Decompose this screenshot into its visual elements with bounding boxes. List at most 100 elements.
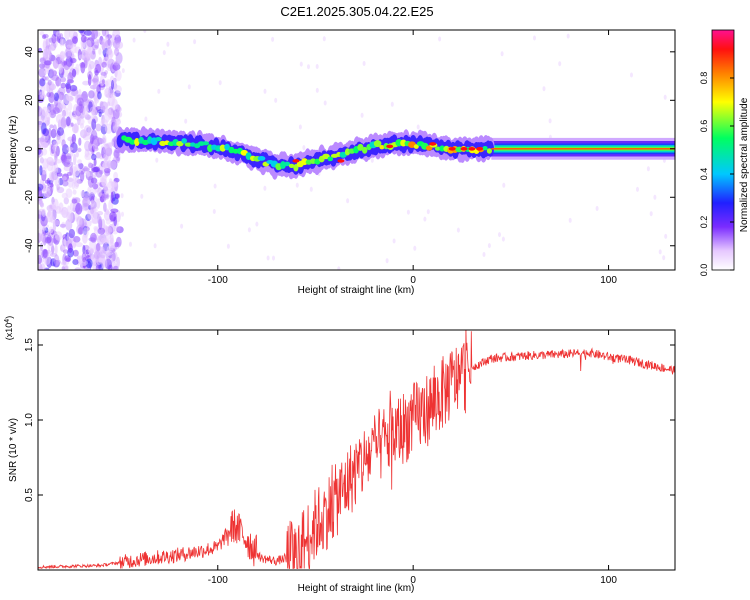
spectrogram-y-ticks: -40 -20 0 20 40 [24, 46, 675, 253]
heat-cell [101, 134, 107, 146]
heat-cell [184, 142, 193, 147]
heat-cell [95, 198, 101, 209]
heat-cell [115, 210, 121, 223]
heat-cell [662, 255, 666, 261]
heat-cell [413, 245, 417, 251]
heat-cell [53, 92, 60, 102]
heat-cell [116, 41, 124, 49]
heat-cell [39, 78, 46, 87]
heat-cell [101, 61, 107, 68]
x-tick-label: 0 [410, 575, 416, 586]
heat-cell [59, 223, 66, 228]
colorbar-gradient [711, 29, 735, 271]
heat-cell [57, 127, 64, 136]
heat-cell [79, 170, 85, 182]
heat-cell [51, 146, 57, 150]
heat-cell [392, 238, 396, 244]
heat-cell [105, 218, 111, 225]
heat-cell [65, 83, 72, 94]
heat-cell [263, 88, 267, 94]
heat-cell [61, 266, 66, 270]
heat-cell [38, 229, 44, 242]
heat-cell [85, 39, 92, 50]
heat-cell [97, 235, 105, 245]
heat-cell [429, 142, 437, 146]
heat-cell [482, 146, 488, 151]
heat-cell [272, 255, 275, 261]
heat-cell [56, 177, 60, 187]
heat-cell [113, 216, 117, 227]
heat-cell [40, 215, 48, 227]
colorbar-tick-label: 0.6 [699, 120, 709, 133]
y-tick-label: 0.5 [24, 488, 35, 502]
heat-cell [77, 118, 85, 126]
heat-cell [111, 92, 116, 101]
heat-cell [115, 52, 123, 65]
heat-cell [78, 30, 85, 34]
heat-cell [255, 221, 259, 227]
heat-cell [42, 48, 49, 61]
heat-cell [153, 243, 157, 249]
heat-cell [61, 109, 67, 117]
heat-cell [39, 165, 43, 176]
x-tick-label: 0 [410, 275, 416, 286]
heat-cell [60, 76, 67, 83]
heat-cell [87, 186, 91, 196]
heat-cell [72, 189, 77, 195]
heat-cell [213, 183, 217, 189]
heat-cell [649, 211, 653, 217]
heat-cell [120, 193, 124, 199]
heat-cell [64, 30, 71, 40]
heat-cell [502, 182, 506, 188]
heat-cell [38, 67, 46, 78]
heat-cell [48, 226, 54, 234]
heat-cell [81, 252, 87, 263]
heat-cell [67, 101, 73, 111]
heat-cell [82, 80, 90, 86]
heat-cell [274, 97, 278, 103]
heat-cell [112, 30, 121, 38]
snr-x-ticks: -100 0 100 [208, 330, 617, 586]
heat-cell [48, 127, 52, 139]
heat-cell [38, 266, 44, 270]
heat-cell [82, 196, 91, 207]
heat-cell [73, 153, 77, 166]
heat-cell [107, 181, 116, 189]
heat-cell [43, 187, 51, 198]
heat-cell [155, 157, 159, 163]
heat-cell [218, 80, 222, 86]
heat-cell [85, 49, 92, 59]
heat-cell [370, 157, 374, 163]
heat-cell [74, 176, 80, 188]
heat-cell [69, 201, 76, 212]
heat-cell [87, 209, 95, 220]
heat-cell [337, 159, 345, 163]
heat-cell [104, 39, 112, 49]
heat-cell [80, 35, 87, 43]
heat-cell [41, 34, 47, 39]
heat-cell [314, 158, 321, 165]
heat-cell [84, 140, 92, 152]
spectrogram-y-label: Frequency (Hz) [8, 116, 19, 185]
heat-cell [88, 90, 95, 99]
heat-cell [533, 35, 536, 41]
heat-cell [69, 84, 78, 92]
heat-cell [468, 147, 476, 151]
heat-cell [307, 64, 310, 70]
heat-cell [92, 183, 99, 190]
heat-cell [292, 159, 300, 163]
heat-cell [50, 172, 55, 184]
heat-cell [84, 153, 92, 161]
heat-cell [113, 135, 117, 148]
heat-cell [83, 125, 92, 137]
heat-cell [653, 194, 657, 200]
heat-cell [87, 74, 92, 86]
heat-cell [114, 85, 122, 94]
heat-cell [91, 167, 99, 173]
heat-cell [295, 182, 299, 188]
heat-cell [362, 146, 368, 154]
heat-cell [63, 197, 69, 205]
heat-cell [456, 227, 460, 233]
y-tick-label: 40 [24, 46, 35, 58]
heat-cell [140, 193, 144, 199]
